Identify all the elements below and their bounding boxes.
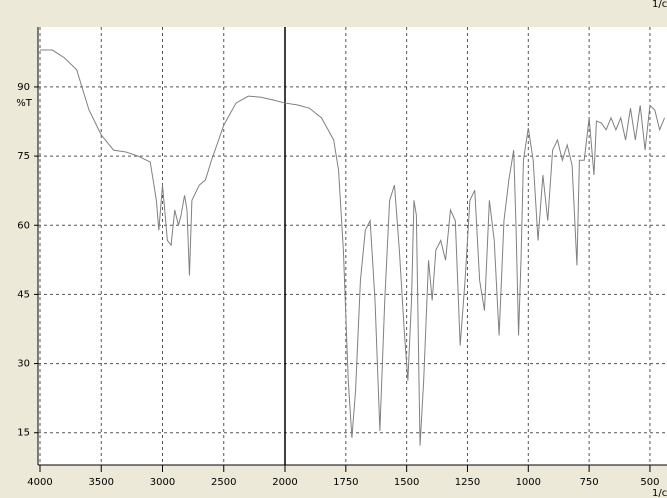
x-tick-label: 3500: [89, 477, 114, 488]
y-tick-label: 60: [17, 220, 30, 231]
x-tick-label: 750: [580, 477, 599, 488]
y-tick-label: 30: [17, 359, 30, 370]
x-tick-label: 4000: [27, 477, 52, 488]
x-tick-label: 1000: [516, 477, 541, 488]
y-tick-label: 90: [17, 82, 30, 93]
y-tick-label: 75: [17, 151, 30, 162]
x-tick-label: 2500: [211, 477, 236, 488]
y-tick-label: 45: [17, 289, 30, 300]
x-tick-label: 3000: [150, 477, 175, 488]
x-tick-label: 500: [640, 477, 659, 488]
x-tick-label: 1750: [333, 477, 358, 488]
x-axis-label-top: 1/cm: [652, 0, 667, 10]
x-tick-label: 1250: [455, 477, 480, 488]
plot-area: [38, 27, 667, 465]
x-tick-label: 2000: [272, 477, 297, 488]
y-tick-label: 15: [17, 428, 30, 439]
x-tick-label: 1500: [394, 477, 419, 488]
x-axis-label: 1/cm: [652, 488, 667, 498]
spectrum-line: [40, 49, 666, 446]
y-axis-label: %T: [16, 98, 33, 109]
